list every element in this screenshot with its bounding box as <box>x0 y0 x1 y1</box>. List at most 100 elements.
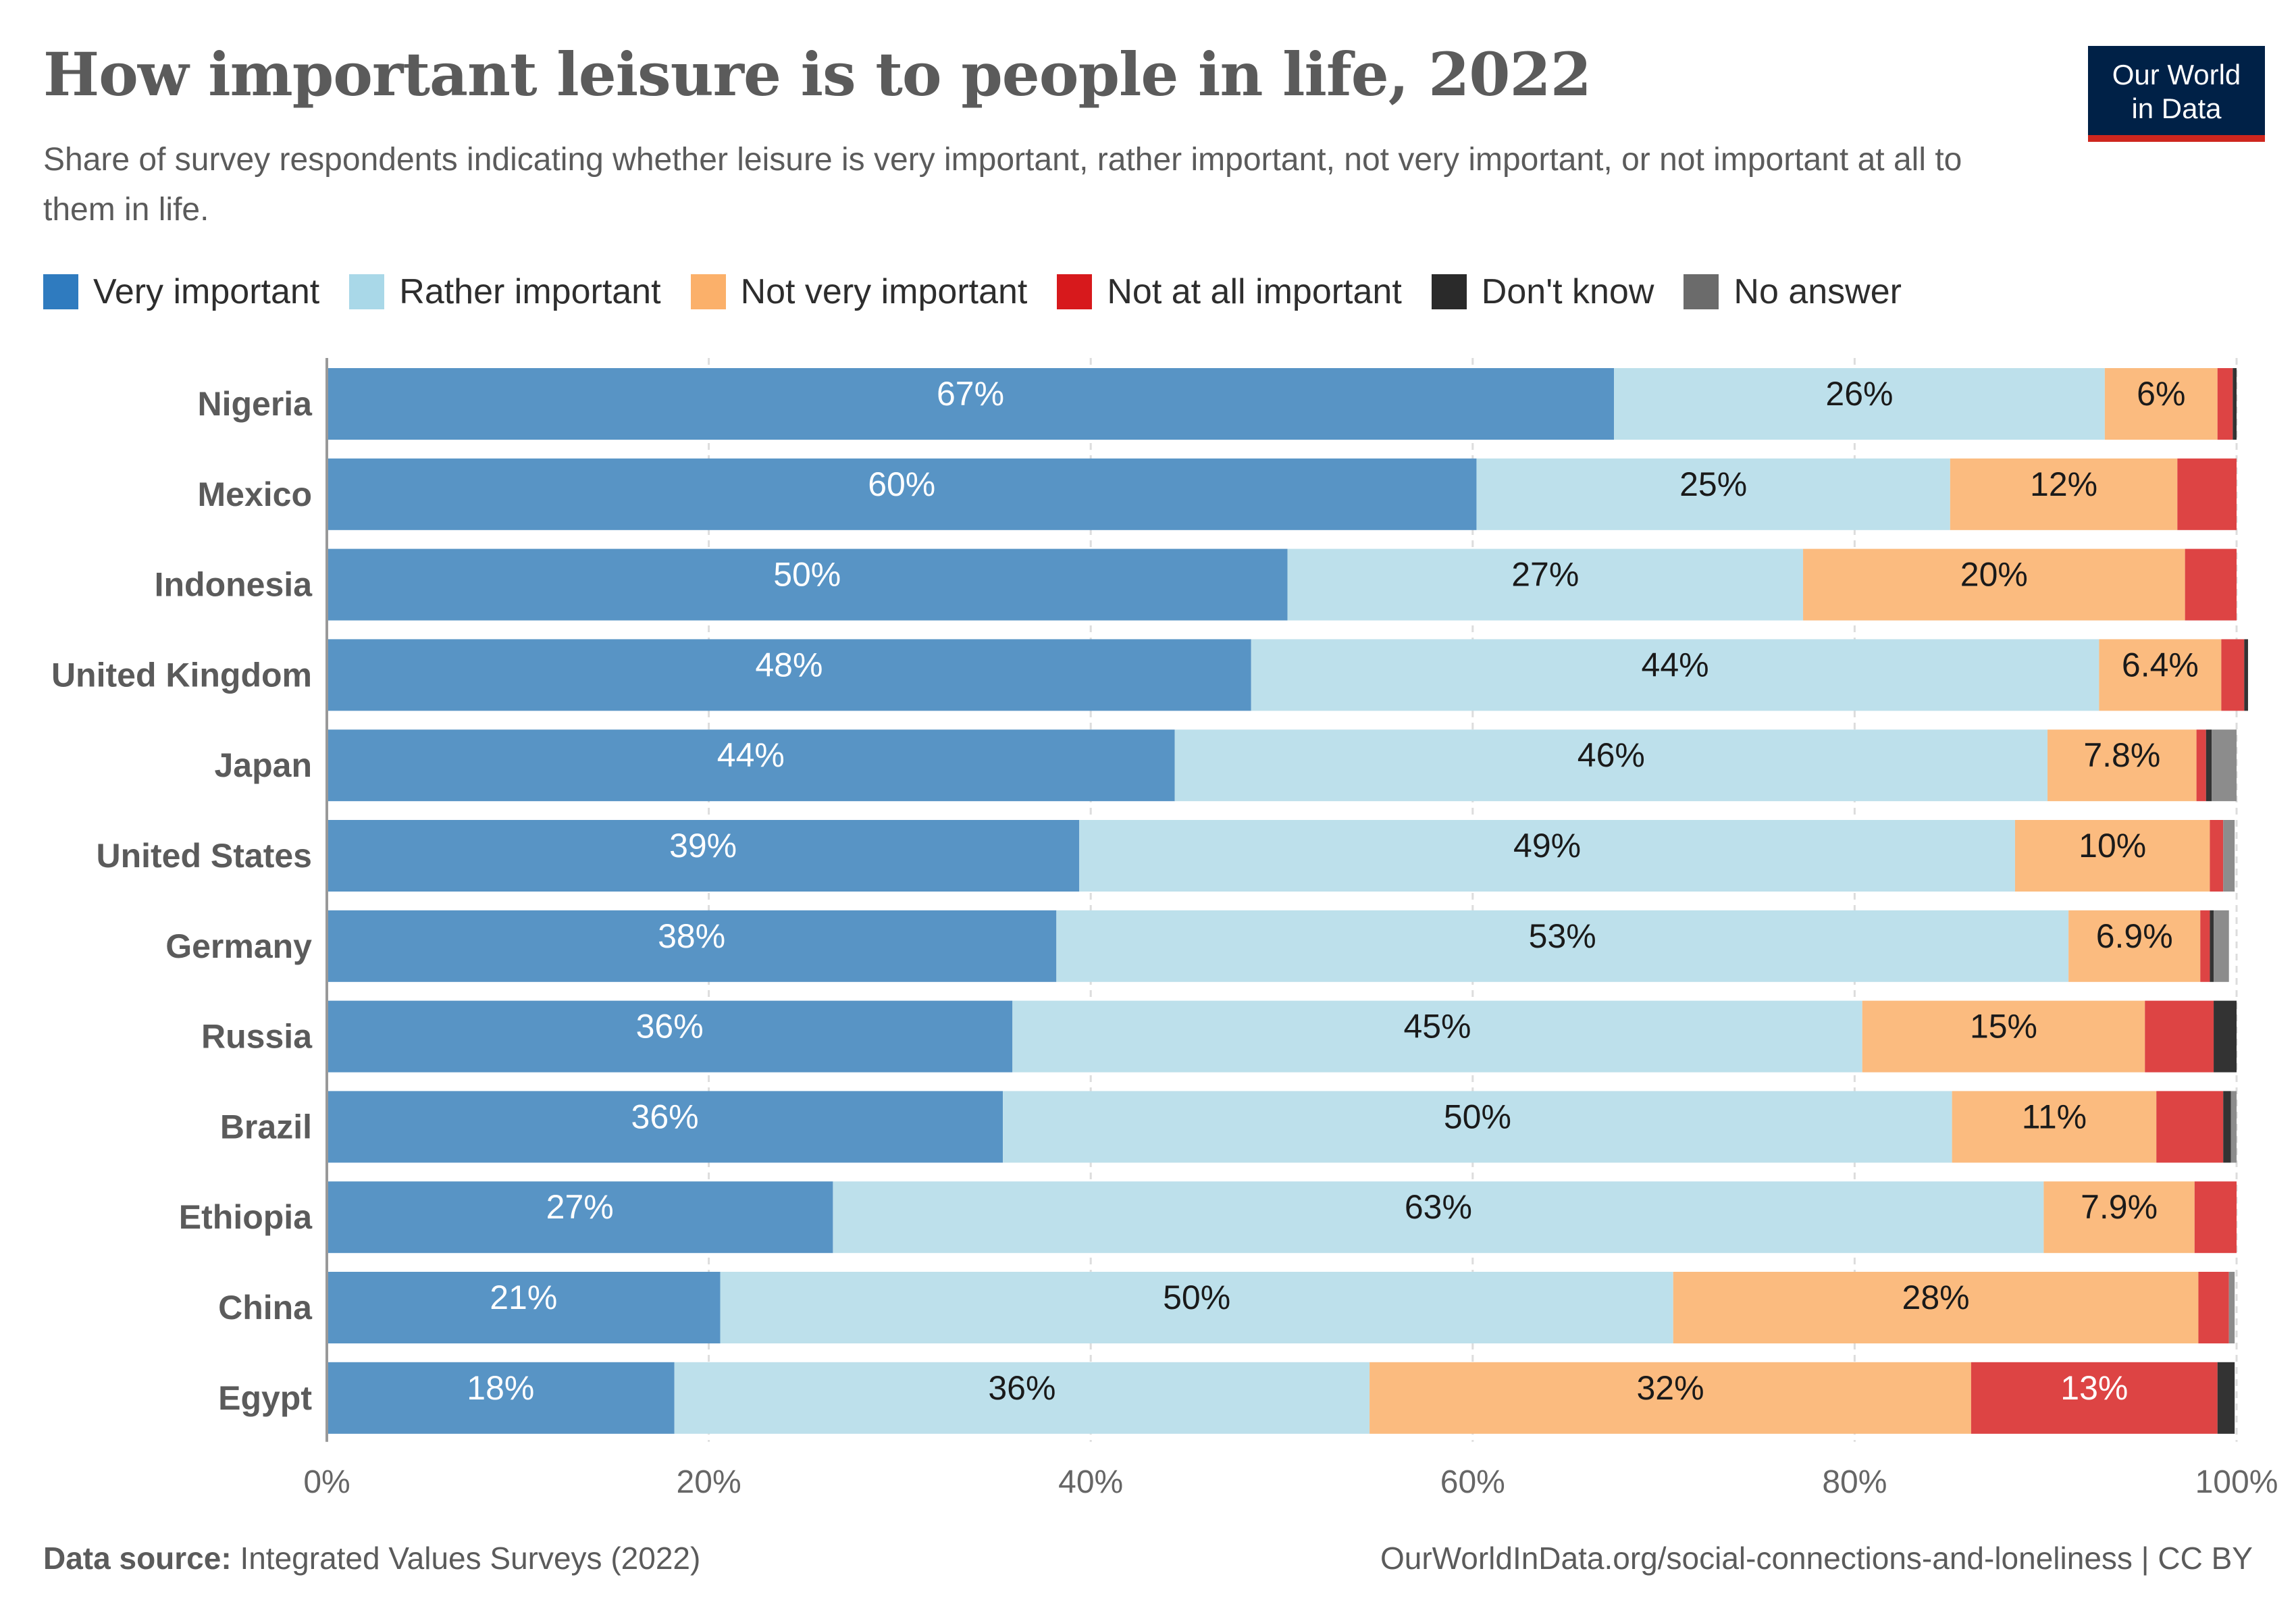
chart-subtitle: Share of survey respondents indicating w… <box>43 142 1962 228</box>
data-label: 44% <box>717 736 785 774</box>
category-label: Brazil <box>220 1108 312 1146</box>
data-label: 27% <box>546 1188 614 1226</box>
legend-item[interactable]: Don't know <box>1431 272 1654 312</box>
logo-line-2: in Data <box>2131 93 2222 124</box>
bar-segment <box>327 729 1175 802</box>
bar-segment <box>2221 639 2245 711</box>
legend-item[interactable]: Not very important <box>690 272 1028 312</box>
category-label: Indonesia <box>155 566 313 604</box>
bar-segment <box>2047 729 2197 802</box>
bar-segment <box>2214 910 2229 982</box>
data-label: 28% <box>1902 1279 1970 1316</box>
bar-segment <box>1950 458 2178 530</box>
data-label: 7.9% <box>2081 1188 2158 1226</box>
data-label: 21% <box>490 1279 557 1316</box>
data-label: 39% <box>669 827 737 865</box>
data-label: 67% <box>937 375 1004 413</box>
logo-line-1: Our World <box>2112 59 2241 91</box>
category-label: Egypt <box>218 1379 312 1417</box>
bar-segment <box>1079 820 2015 892</box>
owid-logo[interactable]: Our World in Data <box>2088 46 2265 142</box>
bar-segment <box>1369 1362 1971 1434</box>
legend-item[interactable]: Very important <box>43 272 319 312</box>
bar-segment <box>1971 1362 2218 1434</box>
bar-segment <box>2099 639 2222 711</box>
bar-segment <box>2200 910 2210 982</box>
data-label: 27% <box>1511 556 1579 594</box>
data-label: 49% <box>1513 827 1581 865</box>
data-label: 6.4% <box>2122 646 2199 684</box>
x-tick-label: 80% <box>1822 1464 1887 1500</box>
legend-label: Very important <box>93 272 320 311</box>
category-label: Ethiopia <box>179 1198 313 1236</box>
x-tick-label: 100% <box>2195 1464 2278 1500</box>
bar-segment <box>2185 548 2237 621</box>
data-label: 7.8% <box>2083 736 2160 774</box>
data-label: 13% <box>2060 1369 2128 1407</box>
bar-segment <box>2244 639 2248 711</box>
bar-segment <box>2194 1181 2237 1254</box>
legend-swatch <box>349 274 385 309</box>
data-label: 20% <box>1960 556 2028 594</box>
legend-item[interactable]: Rather important <box>349 272 661 312</box>
legend-swatch <box>1684 274 1719 309</box>
x-tick-label: 60% <box>1440 1464 1505 1500</box>
bar-segment <box>1287 548 1804 621</box>
data-label: 11% <box>2022 1098 2087 1135</box>
data-label: 44% <box>1642 646 1709 684</box>
bar-segment <box>1862 1000 2145 1073</box>
legend-label: Not at all important <box>1107 272 1402 311</box>
bar-segment <box>833 1181 2044 1254</box>
legend-item[interactable]: No answer <box>1684 272 1902 312</box>
bar-segment <box>2230 1091 2237 1163</box>
bar-segment <box>327 458 1477 530</box>
legend-item[interactable]: Not at all important <box>1057 272 1402 312</box>
bar-segment <box>1012 1000 1862 1073</box>
bar-segment <box>327 368 1615 440</box>
data-label: 36% <box>636 1008 704 1046</box>
data-label: 50% <box>1163 1279 1230 1316</box>
legend-label: Not very important <box>740 272 1028 311</box>
data-label: 18% <box>467 1369 534 1407</box>
data-label: 6.9% <box>2096 917 2173 955</box>
bar-segment <box>327 910 1057 982</box>
bar-segment <box>2177 458 2237 530</box>
bar-segment <box>2210 820 2224 892</box>
bar-segment <box>327 639 1251 711</box>
bar-segment <box>1614 368 2105 440</box>
bar-segment <box>2196 729 2206 802</box>
chart-title: How important leisure is to people in li… <box>43 39 1592 109</box>
category-label: Russia <box>201 1018 313 1056</box>
data-label: 48% <box>755 646 823 684</box>
bar-segment <box>1174 729 2048 802</box>
logo-accent-bar <box>2088 135 2265 142</box>
bar-segment <box>2223 820 2235 892</box>
legend-swatch <box>1431 274 1467 309</box>
source-url[interactable]: OurWorldInData.org/social-connections-an… <box>1380 1541 2253 1576</box>
category-label: Nigeria <box>197 385 313 423</box>
bar-segment <box>720 1272 1673 1343</box>
data-label: 53% <box>1529 917 1596 955</box>
bar-segment <box>2206 729 2212 802</box>
bar-segment <box>2014 820 2210 892</box>
bar-segment <box>2104 368 2218 440</box>
bar-segment <box>2068 910 2201 982</box>
x-tick-label: 40% <box>1058 1464 1123 1500</box>
bar-segment <box>327 1181 833 1254</box>
legend-label: Rather important <box>399 272 661 311</box>
data-label: 12% <box>2030 465 2097 503</box>
legend-label: No answer <box>1733 272 1902 311</box>
data-label: 60% <box>868 465 935 503</box>
category-label: Germany <box>165 927 312 965</box>
bar-segment <box>2214 1000 2237 1073</box>
bar-segment <box>1476 458 1950 530</box>
data-label: 46% <box>1577 736 1645 774</box>
category-label: Mexico <box>197 475 312 513</box>
x-tick-label: 20% <box>677 1464 741 1500</box>
bar-segment <box>2145 1000 2214 1073</box>
data-source-label: Data source: <box>43 1541 232 1576</box>
category-label: United States <box>96 837 312 875</box>
bar-segment <box>327 1272 721 1343</box>
bar-segment <box>1003 1091 1952 1163</box>
data-label: 63% <box>1405 1188 1472 1226</box>
